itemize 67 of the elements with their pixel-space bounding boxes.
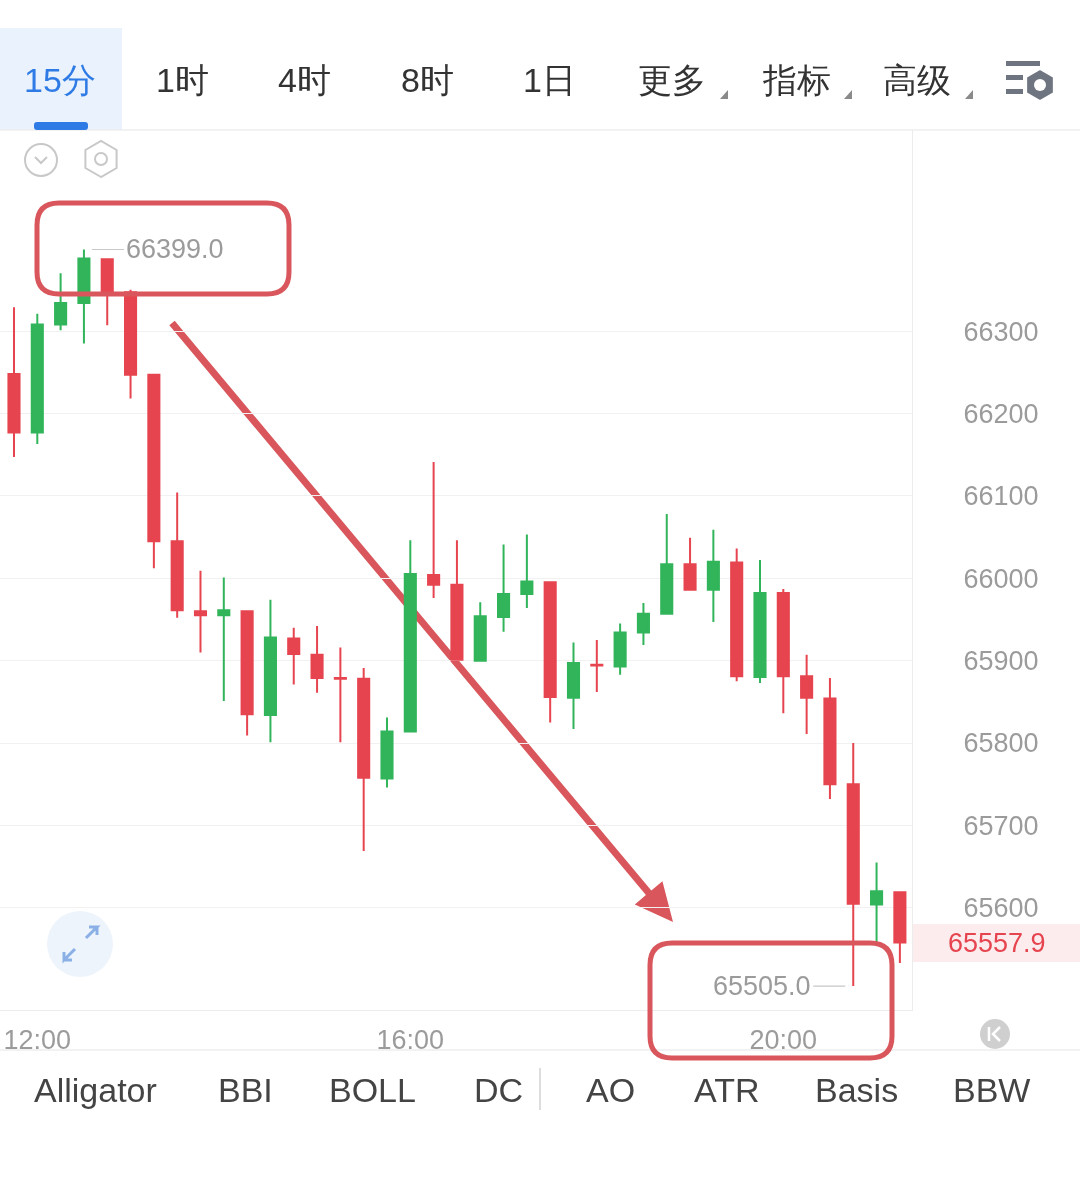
y-tick-label: 65800 bbox=[963, 728, 1039, 759]
text: 8时 bbox=[401, 61, 454, 99]
candlestick bbox=[823, 676, 837, 801]
candlestick bbox=[170, 491, 184, 619]
text: BOLL bbox=[329, 1071, 416, 1109]
candlestick bbox=[380, 716, 394, 789]
text: BBI bbox=[218, 1071, 273, 1109]
candlestick bbox=[543, 581, 557, 724]
candlestick bbox=[753, 559, 767, 684]
candlestick bbox=[660, 512, 674, 615]
annotation: 65505.0 bbox=[713, 971, 811, 1001]
y-tick-label: 65900 bbox=[963, 646, 1039, 677]
candlestick bbox=[706, 528, 720, 623]
candlestick bbox=[800, 653, 814, 735]
candlestick bbox=[287, 626, 301, 686]
candlestick bbox=[193, 569, 208, 654]
candlestick bbox=[497, 543, 511, 633]
candlestick bbox=[846, 742, 860, 988]
y-tick-label: 65700 bbox=[963, 810, 1039, 841]
candlestick bbox=[450, 539, 464, 661]
x-tick-label: 12:00 bbox=[3, 1025, 72, 1056]
candlestick bbox=[240, 610, 254, 737]
candlestick bbox=[217, 576, 231, 703]
candlestick bbox=[683, 536, 697, 591]
text: 4时 bbox=[278, 61, 331, 99]
candlestick bbox=[30, 312, 44, 445]
candlestick bbox=[147, 373, 161, 570]
candlestick bbox=[100, 258, 114, 327]
candlestick bbox=[590, 639, 604, 693]
candlestick bbox=[566, 641, 581, 731]
candlestick bbox=[636, 601, 650, 646]
candlestick bbox=[333, 646, 347, 744]
text: 65557.9 bbox=[948, 928, 1046, 958]
candlestick bbox=[730, 547, 744, 683]
candlestick bbox=[357, 667, 371, 852]
text: 更多 bbox=[638, 61, 706, 99]
text: Basis bbox=[815, 1071, 899, 1109]
candlestick bbox=[7, 306, 21, 459]
x-tick-label: 16:00 bbox=[376, 1025, 445, 1056]
text: 指标 bbox=[762, 61, 831, 99]
candlestick bbox=[520, 533, 534, 609]
text: AO bbox=[586, 1071, 636, 1109]
candlestick bbox=[473, 601, 487, 662]
candlestick bbox=[310, 625, 324, 694]
candlestick bbox=[263, 598, 277, 744]
text: 1日 bbox=[523, 61, 576, 99]
y-tick-label: 66200 bbox=[963, 398, 1039, 429]
candlestick bbox=[893, 891, 907, 965]
candlestick bbox=[54, 272, 68, 332]
text: DC bbox=[474, 1071, 524, 1109]
candlestick bbox=[403, 539, 417, 733]
text: ATR bbox=[694, 1071, 760, 1109]
text: Alligator bbox=[34, 1071, 157, 1109]
candlestick bbox=[613, 622, 627, 676]
y-tick-label: 66100 bbox=[963, 481, 1039, 512]
y-tick-label: 66300 bbox=[963, 316, 1039, 347]
x-tick-label: 20:00 bbox=[749, 1025, 818, 1056]
y-tick-label: 65600 bbox=[963, 893, 1039, 924]
candlestick bbox=[776, 587, 790, 715]
y-tick-label: 66000 bbox=[963, 563, 1039, 594]
annotation: 66399.0 bbox=[126, 234, 224, 264]
candlestick bbox=[124, 288, 138, 400]
text: 15分 bbox=[24, 61, 96, 99]
text: 高级 bbox=[883, 61, 951, 99]
candlestick bbox=[427, 461, 441, 600]
text: 1时 bbox=[156, 61, 209, 99]
text: BBW bbox=[953, 1071, 1031, 1109]
